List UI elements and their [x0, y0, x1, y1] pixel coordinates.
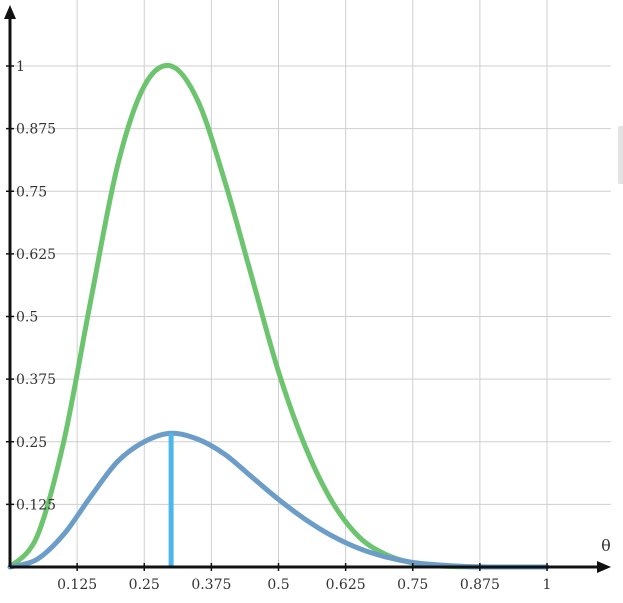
y-tick-label: 0.5 — [16, 310, 38, 326]
tick-marks — [6, 65, 548, 571]
x-tick-label: 1 — [543, 577, 552, 593]
x-tick-label: 0.125 — [57, 577, 97, 593]
x-tick-label: 0.375 — [191, 577, 231, 593]
y-tick-label: 0.375 — [16, 372, 56, 388]
x-tick-label: 0.5 — [267, 577, 289, 593]
x-tick-label: 0.75 — [397, 577, 428, 593]
tick-labels: 0.125 0.25 0.375 0.5 0.625 0.75 0.875 1 0.125 0.2… — [16, 59, 551, 593]
y-tick-label: 0.75 — [16, 184, 47, 200]
y-axis-arrow — [4, 5, 16, 19]
y-tick-label: 1 — [16, 59, 25, 75]
x-tick-label: 0.25 — [129, 577, 160, 593]
x-axis-arrow — [597, 561, 611, 573]
x-axis-title: θ — [601, 536, 611, 555]
y-tick-label: 0.875 — [16, 122, 56, 138]
grid — [10, 0, 611, 567]
y-tick-label: 0.125 — [16, 497, 56, 513]
y-tick-label: 0.25 — [16, 435, 47, 451]
axes — [4, 5, 611, 573]
x-tick-label: 0.625 — [326, 577, 366, 593]
x-tick-label: 0.875 — [460, 577, 500, 593]
y-tick-label: 0.625 — [16, 247, 56, 263]
edge-scroll-handle[interactable] — [618, 126, 623, 184]
